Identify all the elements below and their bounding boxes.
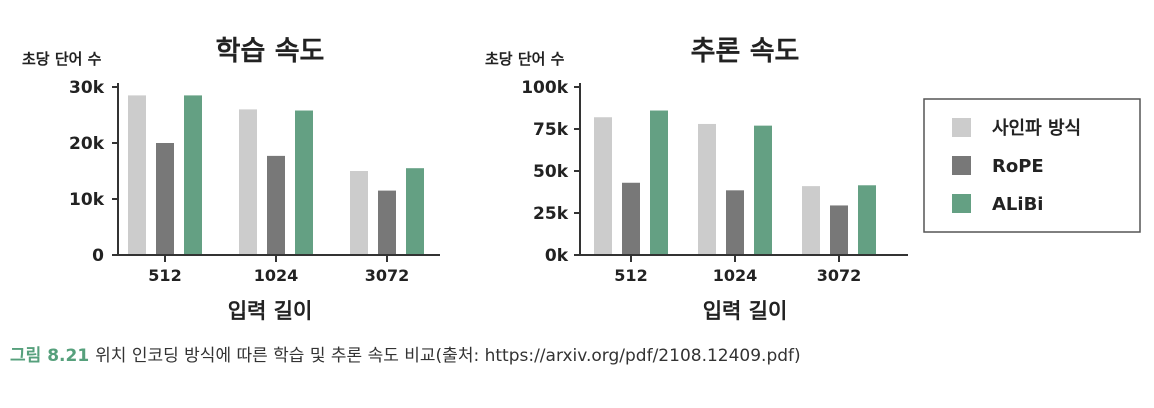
bar-사인파-방식-1024 (698, 123, 716, 256)
x-axis-label: 입력 길이 (703, 299, 788, 323)
caption-number: 그림 8.21 (10, 346, 90, 366)
bar-alibi-512 (184, 95, 202, 256)
bar-alibi-512 (650, 110, 668, 256)
x-tick-label: 3072 (365, 266, 410, 285)
bar-rope-1024 (726, 190, 744, 255)
chart-title: 추론 속도 (691, 36, 800, 67)
y-axis-label: 초당 단어 수 (485, 50, 565, 68)
legend-swatch (952, 156, 971, 175)
y-tick-label: 50k (533, 162, 569, 182)
legend-label: 사인파 방식 (992, 118, 1081, 139)
legend-swatch (952, 118, 971, 137)
y-tick-label: 0 (92, 246, 104, 266)
y-tick-label: 20k (69, 134, 105, 154)
bar-사인파-방식-512 (594, 117, 612, 256)
y-tick-label: 0k (545, 246, 569, 266)
bar-rope-3072 (378, 190, 396, 255)
legend-label: RoPE (992, 156, 1044, 177)
bar-사인파-방식-512 (128, 95, 146, 256)
y-tick-label: 100k (521, 78, 568, 98)
y-tick-label: 10k (69, 190, 105, 210)
bar-사인파-방식-3072 (350, 171, 368, 255)
bar-rope-1024 (267, 155, 285, 255)
y-tick-label: 75k (533, 120, 569, 140)
x-tick-label: 512 (148, 266, 181, 285)
x-tick-label: 1024 (713, 266, 758, 285)
caption-text: 위치 인코딩 방식에 따른 학습 및 추론 속도 비교(출처: https://… (95, 346, 801, 366)
x-axis-label: 입력 길이 (228, 299, 313, 323)
y-tick-label: 30k (69, 78, 105, 98)
figure-caption: 그림 8.21 위치 인코딩 방식에 따른 학습 및 추론 속도 비교(출처: h… (10, 341, 801, 366)
y-axis-label: 초당 단어 수 (22, 50, 102, 68)
x-tick-label: 512 (614, 266, 647, 285)
bar-alibi-3072 (858, 185, 876, 255)
bar-rope-3072 (830, 205, 848, 255)
bar-사인파-방식-1024 (239, 109, 257, 256)
x-tick-label: 1024 (254, 266, 299, 285)
bar-alibi-3072 (406, 168, 424, 255)
legend-label: ALiBi (992, 194, 1043, 215)
bar-사인파-방식-3072 (802, 186, 820, 255)
y-tick-label: 25k (533, 204, 569, 224)
bar-rope-512 (156, 143, 174, 255)
bar-alibi-1024 (295, 110, 313, 256)
legend-swatch (952, 194, 971, 213)
bar-alibi-1024 (754, 125, 772, 255)
bar-rope-512 (622, 182, 640, 255)
x-tick-label: 3072 (817, 266, 862, 285)
chart-title: 학습 속도 (216, 36, 325, 67)
